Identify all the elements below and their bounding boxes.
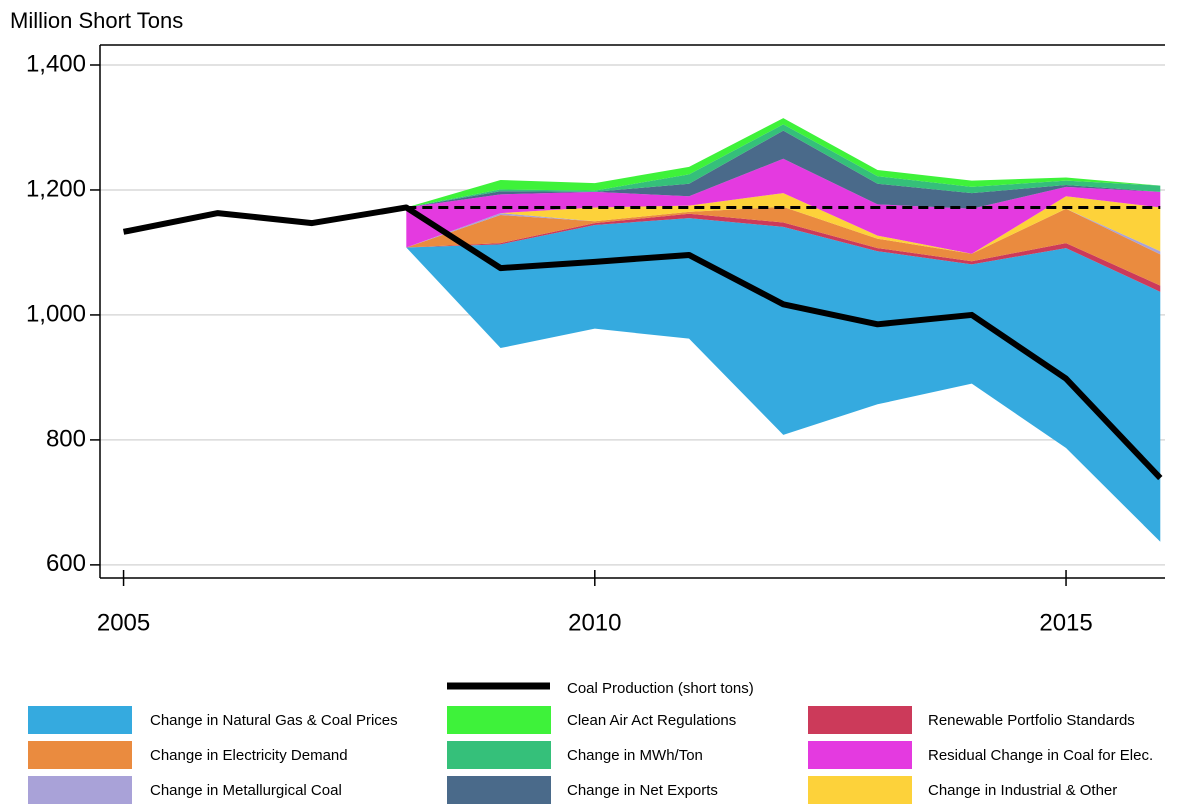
stack-area [406, 218, 1161, 542]
legend-swatch [447, 706, 551, 734]
stack-area [406, 130, 1161, 209]
legend-label: Renewable Portfolio Standards [928, 712, 1135, 729]
stack-area [406, 206, 1161, 286]
legend-swatch [808, 776, 912, 804]
legend-label: Clean Air Act Regulations [567, 712, 736, 729]
stack-area [406, 118, 1161, 208]
x-tick-label: 2005 [97, 609, 150, 636]
legend: Coal Production (short tons) Change in Na… [28, 680, 1153, 804]
y-tick-label: 800 [46, 425, 86, 452]
production-line [122, 204, 1163, 481]
x-tick-label: 2015 [1039, 609, 1092, 636]
stack-area [406, 193, 1161, 254]
y-tick-label: 1,400 [26, 50, 86, 77]
y-tick-label: 600 [46, 550, 86, 577]
legend-swatch [808, 706, 912, 734]
legend-label: Change in Natural Gas & Coal Prices [150, 712, 398, 729]
stack-area [406, 158, 1161, 254]
legend-label: Change in Industrial & Other [928, 782, 1117, 799]
y-tick-label: 1,200 [26, 175, 86, 202]
legend-swatch [447, 776, 551, 804]
legend-swatch [447, 741, 551, 769]
legend-swatch [808, 741, 912, 769]
legend-label: Residual Change in Coal for Elec. [928, 747, 1153, 764]
legend-label: Coal Production (short tons) [567, 680, 754, 697]
y-tick-label: 1,000 [26, 300, 86, 327]
legend-swatch [28, 706, 132, 734]
legend-label: Change in MWh/Ton [567, 747, 703, 764]
y-axis-label: Million Short Tons [10, 8, 183, 33]
x-tick-label: 2010 [568, 609, 621, 636]
legend-label: Change in Electricity Demand [150, 747, 348, 764]
legend-swatch [28, 741, 132, 769]
legend-swatch [28, 776, 132, 804]
legend-label: Change in Metallurgical Coal [150, 782, 342, 799]
legend-label: Change in Net Exports [567, 782, 718, 799]
